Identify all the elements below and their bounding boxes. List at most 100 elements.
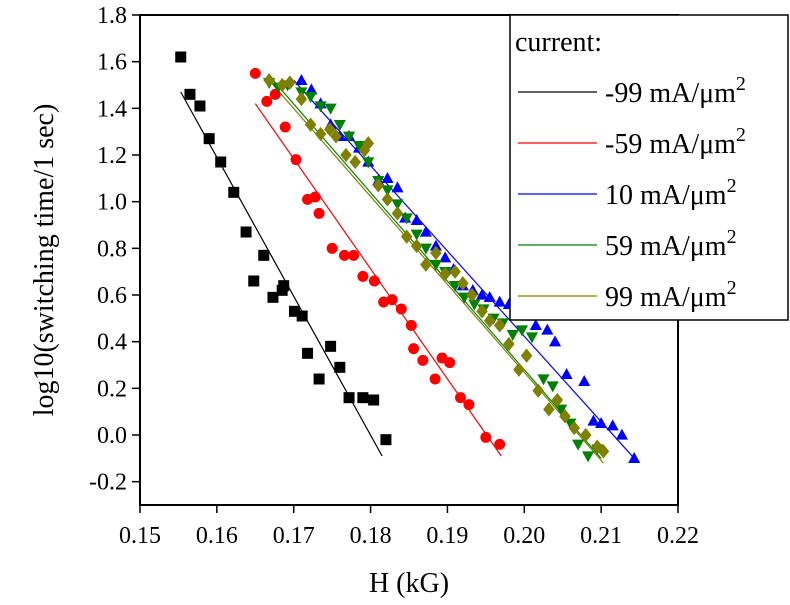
legend-label-series-1: -59 mA/μm2 [605, 124, 746, 160]
data-point-series-3 [546, 381, 559, 393]
data-point-series-4 [349, 154, 361, 170]
data-point-series-2 [439, 251, 452, 263]
data-point-series-4 [263, 73, 275, 88]
data-point-series-3 [391, 199, 404, 211]
data-point-series-1 [313, 207, 325, 219]
data-point-series-0 [267, 291, 279, 303]
data-points [175, 51, 641, 464]
data-point-series-4 [449, 264, 461, 279]
x-tick-label: 0.17 [273, 523, 315, 549]
x-tick-label: 0.20 [503, 523, 545, 549]
data-point-series-2 [429, 239, 442, 251]
data-point-series-4 [551, 392, 564, 408]
y-tick-label: 1.8 [97, 3, 127, 29]
data-point-series-0 [380, 434, 392, 446]
data-point-series-1 [309, 191, 321, 203]
data-point-series-0 [248, 275, 260, 287]
y-tick-label: 0.2 [97, 376, 127, 402]
data-point-series-4 [520, 348, 533, 363]
data-point-series-0 [240, 226, 252, 238]
x-axis-title: H (kG) [369, 568, 449, 599]
data-point-series-4 [559, 409, 571, 424]
data-point-series-4 [362, 136, 375, 151]
y-tick-label: 0.0 [97, 423, 127, 449]
x-tick-label: 0.22 [657, 523, 699, 549]
data-point-series-4 [330, 129, 342, 144]
data-point-series-4 [276, 77, 288, 93]
data-point-series-0 [228, 186, 240, 198]
data-point-series-4 [466, 287, 478, 303]
data-point-series-2 [628, 452, 641, 464]
data-point-series-3 [304, 91, 317, 103]
data-point-series-2 [560, 368, 573, 380]
data-point-series-3 [362, 157, 375, 169]
fit-line-series-4 [268, 79, 604, 464]
data-point-series-0 [215, 156, 227, 168]
data-point-series-2 [595, 417, 608, 429]
data-point-series-4 [410, 238, 423, 254]
data-point-series-3 [410, 229, 423, 241]
data-point-series-4 [340, 147, 352, 163]
data-point-series-2 [391, 181, 404, 193]
x-tick-label: 0.18 [350, 523, 392, 549]
legend-label-series-3: 59 mA/μm2 [605, 226, 737, 262]
data-point-series-4 [457, 276, 469, 291]
data-point-series-1 [348, 249, 360, 261]
data-point-series-1 [408, 343, 420, 355]
data-point-series-0 [203, 133, 215, 145]
data-point-series-2 [381, 172, 394, 184]
data-point-series-1 [417, 354, 429, 366]
data-point-series-0 [302, 347, 314, 359]
data-point-series-4 [483, 313, 496, 328]
fit-line-series-2 [293, 79, 635, 459]
data-point-series-2 [529, 319, 542, 331]
data-point-series-3 [381, 185, 394, 197]
y-tick-label: 1.6 [97, 50, 127, 76]
data-point-series-3 [515, 325, 529, 337]
data-point-series-0 [296, 310, 308, 322]
data-point-series-1 [386, 294, 398, 306]
y-tick-label: 1.0 [97, 190, 127, 216]
data-point-series-3 [419, 243, 432, 255]
data-point-series-4 [513, 362, 525, 377]
data-point-series-2 [419, 225, 432, 237]
data-point-series-1 [249, 67, 261, 79]
data-point-series-4 [314, 126, 327, 142]
data-point-series-4 [503, 336, 515, 352]
data-point-series-2 [615, 428, 628, 440]
data-point-series-3 [333, 119, 346, 131]
data-point-series-4 [476, 304, 488, 319]
data-point-series-4 [284, 75, 296, 90]
data-point-series-3 [343, 131, 356, 143]
data-point-series-1 [395, 303, 407, 315]
data-point-series-4 [400, 229, 413, 244]
data-point-series-0 [368, 394, 380, 406]
data-point-series-1 [261, 95, 273, 107]
legend-label-series-2: 10 mA/μm2 [605, 175, 737, 211]
data-point-series-0 [288, 305, 300, 317]
data-point-series-3 [352, 140, 366, 152]
data-point-series-4 [568, 420, 581, 436]
y-tick-label: 1.2 [97, 143, 127, 169]
data-point-series-1 [368, 275, 380, 287]
data-point-series-1 [378, 296, 390, 308]
data-point-series-4 [579, 427, 592, 443]
data-point-series-0 [278, 280, 290, 292]
data-point-series-0 [175, 51, 187, 63]
data-point-series-3 [525, 332, 539, 344]
data-point-series-2 [548, 335, 562, 347]
data-point-series-3 [324, 103, 337, 115]
data-point-series-1 [357, 270, 369, 282]
data-point-series-0 [343, 392, 355, 404]
x-tick-label: 0.21 [580, 523, 622, 549]
data-point-series-1 [338, 249, 350, 261]
y-axis-title: log10(switching time/1 sec) [29, 104, 60, 417]
data-point-series-4 [391, 206, 404, 221]
data-point-series-4 [295, 91, 308, 107]
y-tick-label: 0.6 [97, 283, 127, 309]
data-point-series-1 [405, 319, 417, 331]
x-tick-label: 0.19 [426, 523, 468, 549]
data-point-series-3 [582, 451, 595, 463]
data-point-series-0 [194, 100, 206, 112]
data-point-series-0 [184, 88, 196, 100]
